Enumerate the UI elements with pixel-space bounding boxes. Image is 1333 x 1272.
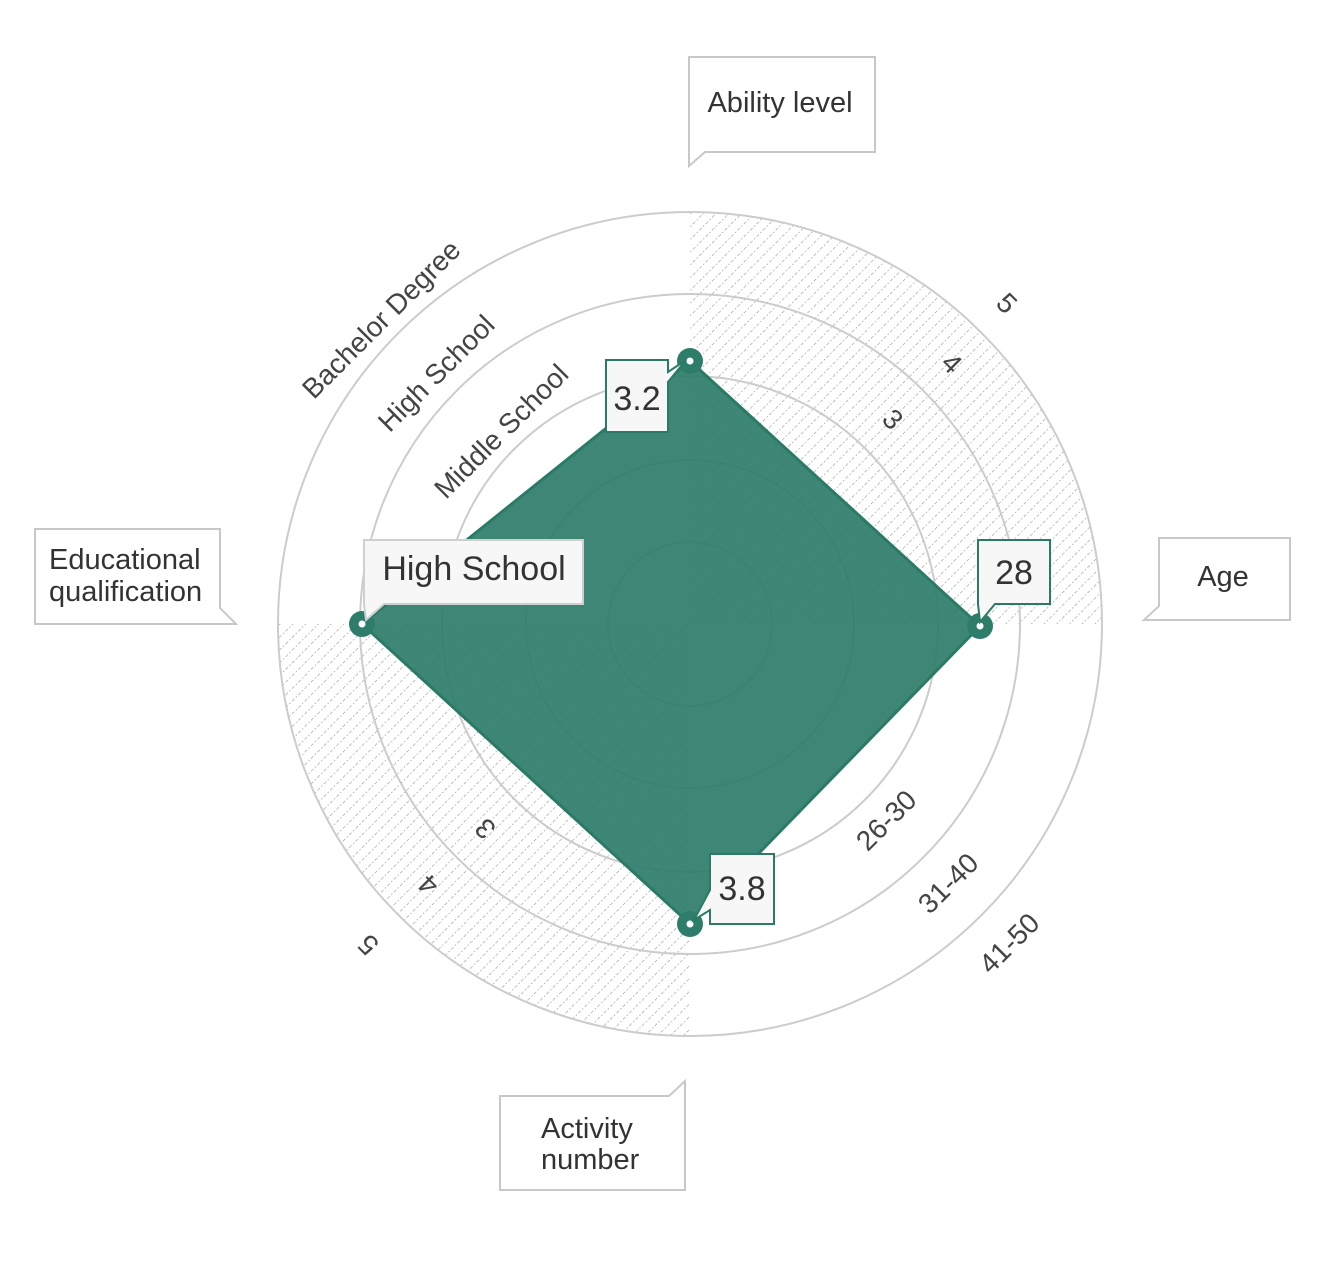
- axis-title-education: Educational qualification: [34, 528, 239, 625]
- axis-title-age: Age: [1141, 537, 1291, 621]
- axis-title-ability: Ability level: [688, 56, 876, 169]
- value-label-text: High School: [382, 550, 565, 588]
- tick-label: 41-50: [973, 907, 1046, 980]
- value-label-activity: 3.8: [691, 853, 775, 925]
- tick-label: 26-30: [850, 784, 923, 857]
- value-label-text: 28: [995, 554, 1033, 592]
- axis-title-text: Ability level: [707, 87, 852, 119]
- axis-title-text: Age: [1197, 561, 1249, 593]
- tick-label: 5: [990, 287, 1023, 320]
- tick-label: 5: [352, 928, 385, 961]
- axis-title-activity: Activity number: [499, 1078, 686, 1191]
- value-label-education: High School: [363, 539, 584, 623]
- axis-title-text: Activity number: [541, 1113, 640, 1176]
- value-label-text: 3.2: [613, 380, 660, 418]
- data-point-ability[interactable]: [677, 348, 703, 374]
- data-point-age[interactable]: [967, 613, 993, 639]
- grid-ring: [277, 211, 1103, 1037]
- value-label-ability: 3.2: [605, 359, 687, 433]
- axis-title-text: Educational qualification: [49, 544, 202, 608]
- tick-labels-age: 26-30 31-40 41-50: [850, 784, 1046, 980]
- value-label-text: 3.8: [718, 870, 765, 908]
- value-label-age: 28: [977, 539, 1051, 625]
- tick-labels-education: Middle School High School Bachelor Degre…: [296, 234, 574, 504]
- data-points: [349, 348, 993, 937]
